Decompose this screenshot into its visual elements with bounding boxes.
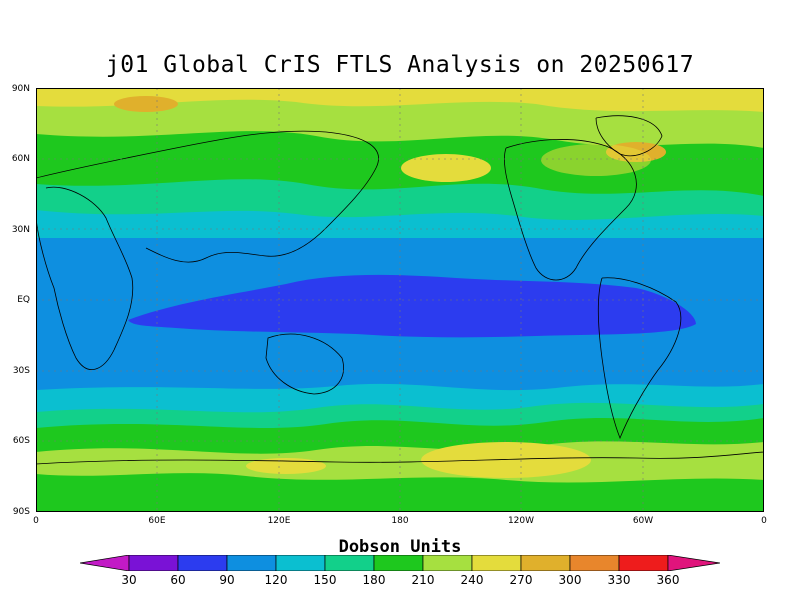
x-tick-label: 60E bbox=[148, 516, 166, 526]
y-tick-label: 90S bbox=[12, 507, 30, 517]
colorbar-cell bbox=[128, 555, 179, 571]
colorbar-cell bbox=[275, 555, 326, 571]
colorbar-label: 150 bbox=[313, 573, 337, 587]
patch-south-pacific-yellow bbox=[421, 442, 591, 478]
coastline-greenland bbox=[595, 115, 663, 157]
colorbar-cell bbox=[520, 555, 571, 571]
y-tick-label: EQ bbox=[17, 295, 30, 305]
colorbar-cell bbox=[373, 555, 424, 571]
colorbar-label: 210 bbox=[411, 573, 435, 587]
colorbar-label: 240 bbox=[460, 573, 484, 587]
tropical-low-ozone-belt bbox=[128, 274, 696, 338]
colorbar-cell bbox=[569, 555, 620, 571]
coastline-africa bbox=[36, 186, 134, 370]
colorbar-label: 120 bbox=[264, 573, 288, 587]
colorbar-cell bbox=[667, 555, 720, 571]
patch-south-indian-yellow bbox=[246, 458, 326, 474]
x-tick-label: 120E bbox=[267, 516, 291, 526]
coastline-south-america bbox=[597, 277, 682, 440]
colorbar-cell bbox=[618, 555, 669, 571]
map-border bbox=[36, 88, 764, 512]
x-tick-label: 60W bbox=[632, 516, 654, 526]
x-tick-label: 0 bbox=[33, 516, 39, 526]
coastline-antarctica bbox=[36, 451, 764, 465]
x-tick-label: 0 bbox=[761, 516, 767, 526]
colorbar-cell bbox=[226, 555, 277, 571]
patch-arctic-orange bbox=[114, 96, 178, 112]
colorbar-cell bbox=[177, 555, 228, 571]
coastlines bbox=[36, 115, 764, 465]
colorbar-label: 330 bbox=[607, 573, 631, 587]
colorbar-title: Dobson Units bbox=[338, 537, 462, 557]
coastline-australia bbox=[265, 333, 344, 395]
x-tick-label: 120W bbox=[507, 516, 535, 526]
patch-north-atlantic-yellow bbox=[541, 144, 651, 176]
y-tick-label: 60N bbox=[11, 154, 30, 164]
y-tick-label: 30N bbox=[11, 225, 30, 235]
colorbar-label: 90 bbox=[219, 573, 235, 587]
band-antarctic-green bbox=[36, 473, 764, 512]
map-title: j01 Global CrIS FTLS Analysis on 2025061… bbox=[105, 52, 695, 78]
colorbar-label: 60 bbox=[170, 573, 186, 587]
colorbar-label: 300 bbox=[558, 573, 582, 587]
coastline-eurasia bbox=[36, 130, 379, 263]
y-tick-label: 90N bbox=[11, 84, 30, 94]
colorbar-label: 360 bbox=[656, 573, 680, 587]
colorbar-cell bbox=[324, 555, 375, 571]
colorbar-label: 30 bbox=[121, 573, 137, 587]
colorbar-cell bbox=[80, 555, 130, 571]
patch-north-pacific-yellow bbox=[401, 154, 491, 182]
coastline-north-america bbox=[504, 139, 637, 281]
y-tick-label: 30S bbox=[12, 366, 30, 376]
colorbar-cell bbox=[422, 555, 473, 571]
y-tick-label: 60S bbox=[12, 436, 30, 446]
colorbar-label: 270 bbox=[509, 573, 533, 587]
x-tick-label: 180 bbox=[391, 516, 409, 526]
colorbar bbox=[80, 555, 720, 571]
colorbar-label: 180 bbox=[362, 573, 386, 587]
colorbar-cell bbox=[471, 555, 522, 571]
ozone-map-svg bbox=[36, 88, 764, 512]
ozone-map bbox=[36, 88, 764, 512]
graticule bbox=[36, 88, 764, 512]
